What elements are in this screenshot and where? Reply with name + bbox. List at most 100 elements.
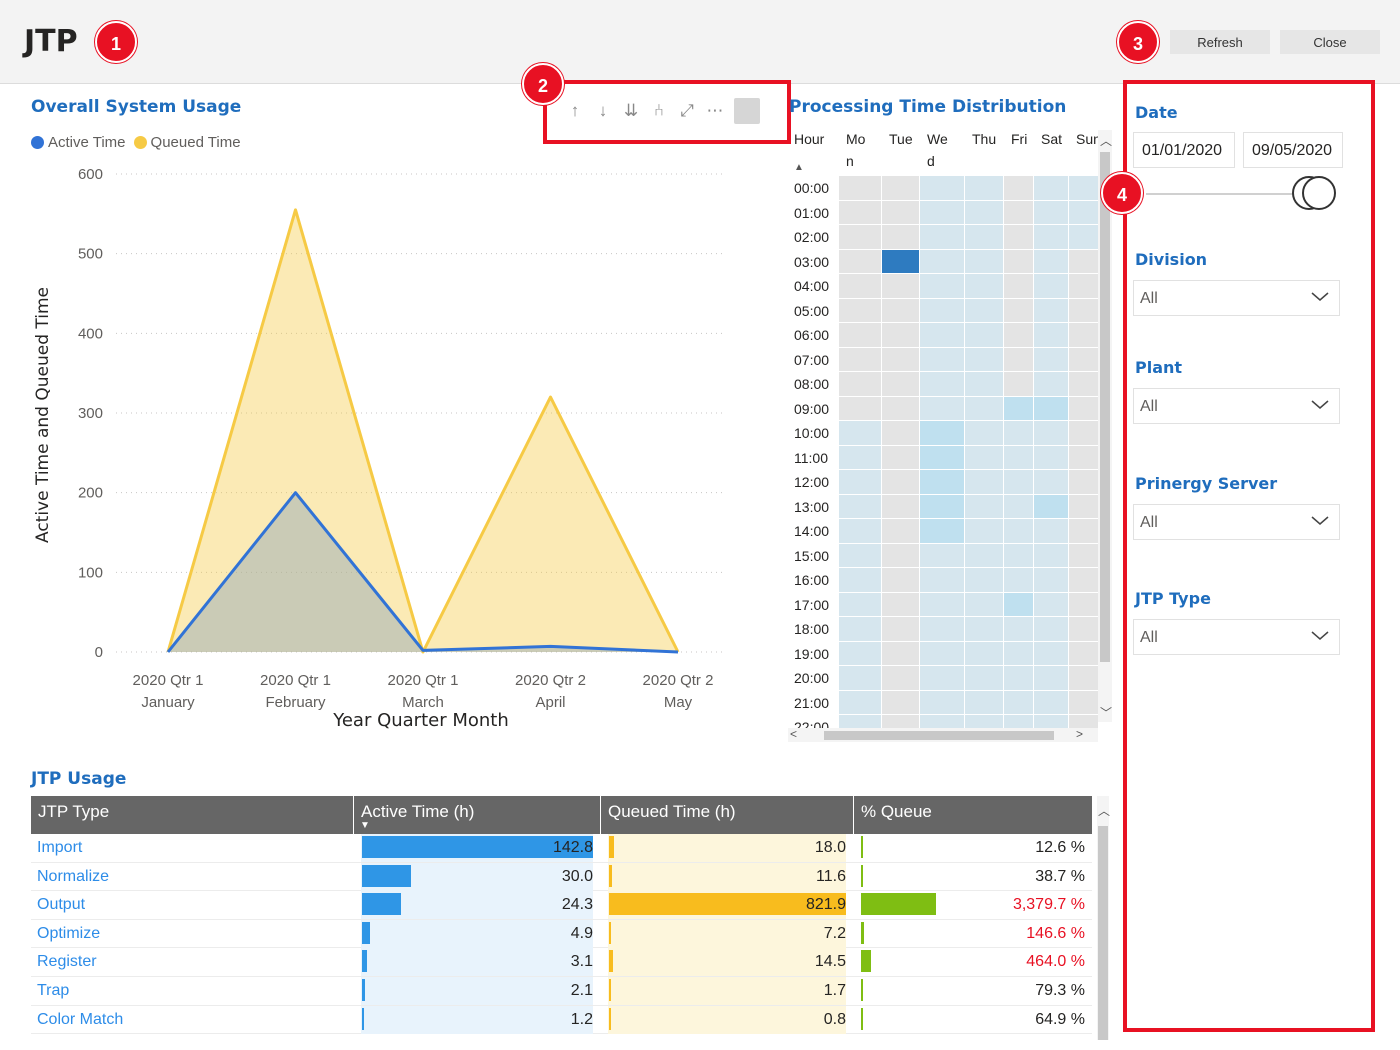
- heatmap-cell[interactable]: [839, 176, 882, 201]
- day-column-header[interactable]: We d: [927, 131, 948, 169]
- heatmap-cell[interactable]: [965, 470, 1004, 495]
- table-vertical-thumb[interactable]: [1098, 826, 1108, 1040]
- area-chart[interactable]: 0 100 200 300 400 500 600 2020 Qtr 1 January 2020…: [0, 150, 780, 740]
- table-row[interactable]: Register 3.1 14.5 464.0 %: [31, 948, 1092, 977]
- heatmap-cell[interactable]: [1034, 494, 1069, 519]
- date-start-input[interactable]: 01/01/2020: [1133, 132, 1235, 168]
- heatmap-cell[interactable]: [1004, 470, 1034, 495]
- heatmap-cell[interactable]: [1034, 372, 1069, 397]
- drill-up-icon[interactable]: ↑: [570, 101, 580, 120]
- heatmap-cell[interactable]: [965, 494, 1004, 519]
- heatmap-cell[interactable]: [839, 421, 882, 446]
- heatmap-cell[interactable]: [839, 470, 882, 495]
- heatmap-cell[interactable]: [1069, 519, 1098, 544]
- heatmap-cell[interactable]: [965, 617, 1004, 642]
- heatmap-cell[interactable]: [965, 568, 1004, 593]
- heatmap-cell[interactable]: [1034, 641, 1069, 666]
- heatmap-cell[interactable]: [839, 396, 882, 421]
- heatmap-cell[interactable]: [920, 249, 965, 274]
- heatmap-cell[interactable]: [1069, 372, 1098, 397]
- jtp-type-dropdown[interactable]: All: [1133, 619, 1340, 655]
- jtp-type-link[interactable]: Register: [37, 953, 97, 971]
- heatmap-cell[interactable]: [1034, 200, 1069, 225]
- heatmap-cell[interactable]: [965, 372, 1004, 397]
- heatmap-cell[interactable]: [965, 445, 1004, 470]
- heatmap-cell[interactable]: [920, 298, 965, 323]
- heatmap-cell[interactable]: [839, 347, 882, 372]
- heatmap-cell[interactable]: [882, 200, 920, 225]
- heatmap-cell[interactable]: [1004, 200, 1034, 225]
- heatmap-cell[interactable]: [920, 396, 965, 421]
- heatmap-cell[interactable]: [1069, 249, 1098, 274]
- heatmap-cell[interactable]: [1069, 617, 1098, 642]
- jtp-type-link[interactable]: Normalize: [37, 867, 110, 885]
- heatmap-cell[interactable]: [839, 323, 882, 348]
- heatmap-cell[interactable]: [920, 372, 965, 397]
- heatmap-cell[interactable]: [882, 249, 920, 274]
- heatmap-cell[interactable]: [1034, 396, 1069, 421]
- heatmap-cell[interactable]: [1034, 543, 1069, 568]
- heatmap-cell[interactable]: [1004, 690, 1034, 715]
- table-row[interactable]: Normalize 30.0 11.6 38.7 %: [31, 862, 1092, 892]
- heatmap-cell[interactable]: [920, 690, 965, 715]
- heatmap-cell[interactable]: [1034, 249, 1069, 274]
- heatmap-cell[interactable]: [1004, 445, 1034, 470]
- heatmap-cell[interactable]: [839, 372, 882, 397]
- heatmap-cell[interactable]: [965, 176, 1004, 201]
- heatmap-cell[interactable]: [1004, 666, 1034, 691]
- heatmap-cell[interactable]: [965, 543, 1004, 568]
- heatmap-cell[interactable]: [965, 200, 1004, 225]
- heatmap-cell[interactable]: [839, 225, 882, 250]
- heatmap-cell[interactable]: [920, 323, 965, 348]
- expand-hierarchy-icon[interactable]: ⑃: [653, 101, 665, 120]
- heatmap-cell[interactable]: [965, 347, 1004, 372]
- heatmap-cell[interactable]: [882, 176, 920, 201]
- heatmap-cell[interactable]: [1004, 568, 1034, 593]
- heatmap-cell[interactable]: [1034, 176, 1069, 201]
- plant-dropdown[interactable]: All: [1133, 388, 1340, 424]
- heatmap-cell[interactable]: [965, 592, 1004, 617]
- heatmap-cell[interactable]: [920, 592, 965, 617]
- heatmap-cell[interactable]: [882, 568, 920, 593]
- heatmap-cell[interactable]: [965, 641, 1004, 666]
- jtp-type-link[interactable]: Import: [37, 839, 83, 856]
- heatmap-cell[interactable]: [1069, 641, 1098, 666]
- column-header-active-time[interactable]: Active Time (h) ▼: [354, 796, 601, 834]
- heatmap-cell[interactable]: [1034, 690, 1069, 715]
- table-row[interactable]: Color Match 1.2 0.8 64.9 %: [31, 1005, 1092, 1035]
- heatmap-cell[interactable]: [882, 470, 920, 495]
- heatmap-cell[interactable]: [1034, 568, 1069, 593]
- heatmap-cell[interactable]: [1069, 494, 1098, 519]
- date-slider-track[interactable]: [1146, 193, 1306, 195]
- heatmap-cell[interactable]: [1004, 347, 1034, 372]
- heatmap-cell[interactable]: [1069, 298, 1098, 323]
- table-row[interactable]: Output 24.3 821.9 3,379.7 %: [31, 891, 1092, 920]
- heatmap-cell[interactable]: [920, 617, 965, 642]
- heatmap-cell[interactable]: [1034, 445, 1069, 470]
- heatmap-cell[interactable]: [920, 200, 965, 225]
- heatmap-cell[interactable]: [1069, 274, 1098, 299]
- heatmap-cell[interactable]: [1069, 445, 1098, 470]
- heatmap-cell[interactable]: [1069, 543, 1098, 568]
- heatmap-cell[interactable]: [1004, 298, 1034, 323]
- processing-heatmap[interactable]: Hour ▲ Mo n Tue We d Thu Fri Sat Sun 00:00 01:00…: [788, 124, 1098, 736]
- heatmap-cell[interactable]: [839, 592, 882, 617]
- heatmap-cell[interactable]: [882, 494, 920, 519]
- table-row[interactable]: Optimize 4.9 7.2 146.6 %: [31, 919, 1092, 949]
- jtp-type-link[interactable]: Output: [37, 896, 86, 914]
- table-row[interactable]: Trap 2.1 1.7 79.3 %: [31, 977, 1092, 1006]
- heatmap-cell[interactable]: [965, 225, 1004, 250]
- heatmap-cell[interactable]: [839, 666, 882, 691]
- heatmap-cell[interactable]: [1034, 519, 1069, 544]
- heatmap-cell[interactable]: [1004, 421, 1034, 446]
- scroll-down-icon[interactable]: ﹀: [1100, 706, 1113, 720]
- heatmap-cell[interactable]: [1004, 519, 1034, 544]
- heatmap-cell[interactable]: [1004, 225, 1034, 250]
- heatmap-cell[interactable]: [920, 445, 965, 470]
- heatmap-cell[interactable]: [1069, 176, 1098, 201]
- heatmap-cell[interactable]: [1004, 249, 1034, 274]
- heatmap-cell[interactable]: [1004, 494, 1034, 519]
- heatmap-cell[interactable]: [1069, 666, 1098, 691]
- heatmap-cell[interactable]: [1004, 372, 1034, 397]
- heatmap-horizontal-thumb[interactable]: [824, 731, 1054, 740]
